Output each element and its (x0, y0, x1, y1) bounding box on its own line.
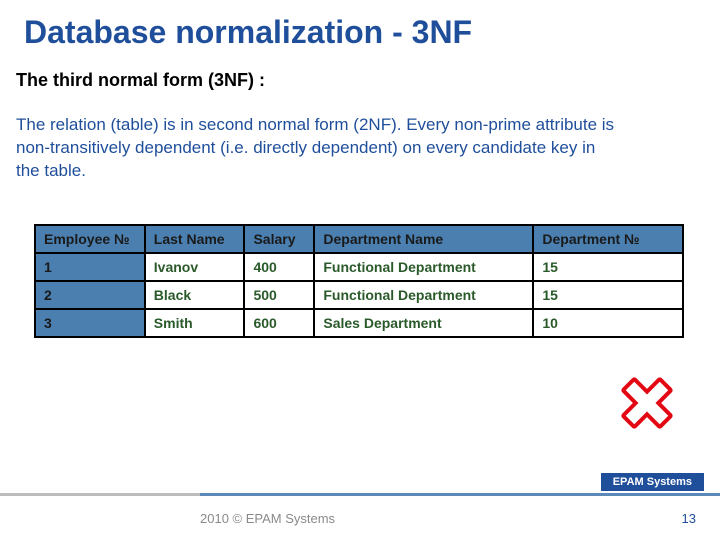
table-row: 3Smith600Sales Department10 (35, 309, 683, 337)
cross-icon (616, 372, 678, 439)
table-cell: Smith (145, 309, 245, 337)
table-header: Employee № (35, 225, 145, 253)
table-cell: Black (145, 281, 245, 309)
table-cell: 1 (35, 253, 145, 281)
table-header: Salary (244, 225, 314, 253)
footer-copyright: 2010 © EPAM Systems (200, 511, 335, 526)
employee-table-wrap: Employee №Last NameSalaryDepartment Name… (34, 224, 684, 338)
table-cell: 3 (35, 309, 145, 337)
table-cell: Functional Department (314, 253, 533, 281)
table-header: Last Name (145, 225, 245, 253)
table-cell: 15 (533, 281, 683, 309)
footer-divider (0, 493, 720, 496)
page-number: 13 (682, 511, 696, 526)
table-cell: 2 (35, 281, 145, 309)
employee-table: Employee №Last NameSalaryDepartment Name… (34, 224, 684, 338)
table-cell: 400 (244, 253, 314, 281)
slide-body: The relation (table) is in second normal… (16, 114, 616, 183)
table-header: Department № (533, 225, 683, 253)
table-cell: Functional Department (314, 281, 533, 309)
table-header: Department Name (314, 225, 533, 253)
slide-subtitle: The third normal form (3NF) : (16, 70, 265, 91)
table-cell: Sales Department (314, 309, 533, 337)
table-cell: Ivanov (145, 253, 245, 281)
table-row: 2Black500Functional Department15 (35, 281, 683, 309)
table-cell: 15 (533, 253, 683, 281)
slide: Database normalization - 3NF The third n… (0, 0, 720, 540)
table-cell: 600 (244, 309, 314, 337)
table-cell: 500 (244, 281, 314, 309)
slide-title: Database normalization - 3NF (24, 14, 472, 51)
epam-badge: EPAM Systems (601, 473, 704, 491)
table-cell: 10 (533, 309, 683, 337)
table-row: 1Ivanov400Functional Department15 (35, 253, 683, 281)
